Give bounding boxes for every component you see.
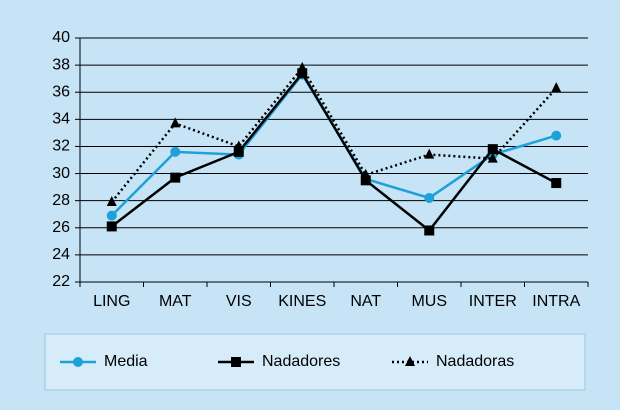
y-tick-label: 40 [52, 29, 70, 46]
y-tick-label: 22 [52, 273, 70, 290]
marker [551, 130, 562, 141]
legend-marker [405, 356, 415, 366]
marker [297, 61, 308, 72]
marker [487, 144, 498, 155]
marker [170, 117, 181, 128]
legend-marker [231, 357, 241, 367]
legend-label: Nadadoras [436, 353, 514, 370]
marker [360, 168, 371, 179]
series-line [110, 65, 558, 203]
legend-label: Media [104, 353, 148, 370]
x-tick-label: KINES [278, 293, 326, 310]
marker [551, 82, 562, 93]
y-tick-label: 30 [52, 165, 70, 182]
y-tick-label: 26 [52, 219, 70, 236]
y-tick-label: 32 [52, 138, 70, 155]
x-tick-label: NAT [350, 293, 381, 310]
legend-box [44, 333, 586, 391]
legend-label: Nadadores [262, 353, 340, 370]
marker [170, 172, 181, 183]
marker [424, 148, 435, 159]
x-tick-label: INTRA [532, 293, 580, 310]
marker [424, 225, 435, 236]
marker [233, 146, 244, 157]
marker [360, 175, 371, 186]
y-tick-label: 36 [52, 83, 70, 100]
y-tick-label: 24 [52, 246, 70, 263]
x-tick-label: MAT [159, 293, 192, 310]
y-tick-label: 38 [52, 56, 70, 73]
marker [106, 210, 117, 221]
marker [487, 152, 498, 163]
marker [297, 68, 308, 79]
marker [551, 178, 562, 189]
marker [233, 140, 244, 151]
marker [424, 192, 435, 203]
series-line [110, 71, 557, 233]
x-tick-label: LING [93, 293, 130, 310]
x-tick-label: MUS [411, 293, 447, 310]
y-tick-label: 28 [52, 192, 70, 209]
x-tick-label: INTER [469, 293, 517, 310]
y-tick-label: 34 [52, 111, 70, 128]
x-tick-label: VIS [226, 293, 252, 310]
marker [106, 196, 117, 207]
legend-marker [73, 357, 83, 367]
marker [170, 146, 181, 157]
marker [106, 221, 117, 232]
